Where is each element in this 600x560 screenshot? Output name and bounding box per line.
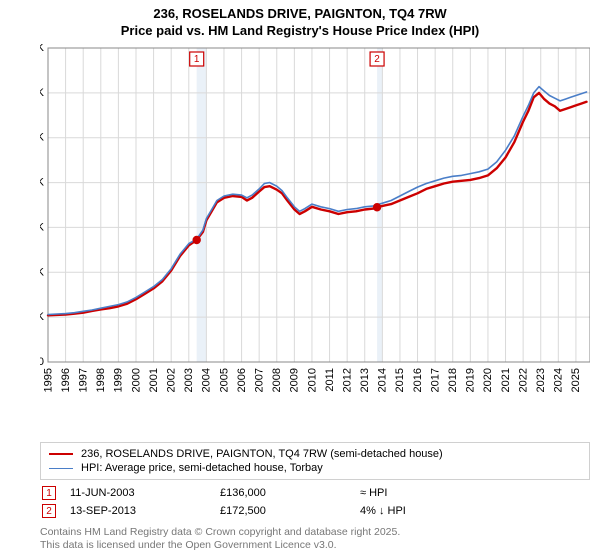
svg-text:£50K: £50K xyxy=(40,311,45,323)
title-block: 236, ROSELANDS DRIVE, PAIGNTON, TQ4 7RW … xyxy=(0,0,600,40)
svg-text:2002: 2002 xyxy=(165,368,177,392)
svg-text:£250K: £250K xyxy=(40,132,45,144)
svg-text:2: 2 xyxy=(374,54,380,65)
sales-row-2: 2 13-SEP-2013 £172,500 4% ↓ HPI xyxy=(40,502,590,520)
svg-text:£0: £0 xyxy=(40,356,44,368)
sale-price-2: £172,500 xyxy=(220,505,360,517)
svg-text:£200K: £200K xyxy=(40,177,45,189)
footnote-line-1: Contains HM Land Registry data © Crown c… xyxy=(40,526,590,539)
svg-text:2021: 2021 xyxy=(500,368,512,392)
chart-area: £0 £50K £100K £150K £200K £250K £300K £350K 1995… xyxy=(40,44,590,404)
svg-text:2020: 2020 xyxy=(482,368,494,392)
title-address: 236, ROSELANDS DRIVE, PAIGNTON, TQ4 7RW xyxy=(0,6,600,23)
legend-box: 236, ROSELANDS DRIVE, PAIGNTON, TQ4 7RW … xyxy=(40,442,590,480)
svg-text:1: 1 xyxy=(194,54,200,65)
svg-text:£100K: £100K xyxy=(40,266,45,278)
svg-text:1998: 1998 xyxy=(95,368,107,392)
svg-text:£350K: £350K xyxy=(40,44,45,54)
svg-text:2006: 2006 xyxy=(236,368,248,392)
sale-date-2: 13-SEP-2013 xyxy=(70,505,220,517)
svg-text:2014: 2014 xyxy=(377,368,389,392)
footnote-line-2: This data is licensed under the Open Gov… xyxy=(40,539,590,552)
svg-text:2017: 2017 xyxy=(429,368,441,392)
svg-text:2011: 2011 xyxy=(324,368,336,392)
svg-text:2008: 2008 xyxy=(271,368,283,392)
chart-svg: £0 £50K £100K £150K £200K £250K £300K £350K 1995… xyxy=(40,44,590,404)
svg-text:2004: 2004 xyxy=(201,368,213,392)
legend-swatch-hpi xyxy=(49,468,73,469)
svg-text:£150K: £150K xyxy=(40,221,45,233)
svg-text:1997: 1997 xyxy=(77,368,89,392)
svg-text:2024: 2024 xyxy=(553,368,565,392)
svg-text:2019: 2019 xyxy=(465,368,477,392)
svg-text:2001: 2001 xyxy=(148,368,160,392)
svg-text:2012: 2012 xyxy=(341,368,353,392)
sale-marker-1: 1 xyxy=(42,486,56,500)
svg-text:2007: 2007 xyxy=(253,368,265,392)
footnote: Contains HM Land Registry data © Crown c… xyxy=(40,526,590,552)
svg-text:2003: 2003 xyxy=(183,368,195,392)
sale-delta-1: ≈ HPI xyxy=(360,487,480,499)
legend-label-hpi: HPI: Average price, semi-detached house,… xyxy=(81,462,323,474)
svg-text:2015: 2015 xyxy=(394,368,406,392)
svg-text:2018: 2018 xyxy=(447,368,459,392)
sale-delta-2: 4% ↓ HPI xyxy=(360,505,480,517)
svg-text:1995: 1995 xyxy=(42,368,54,392)
svg-text:2009: 2009 xyxy=(289,368,301,392)
svg-text:2016: 2016 xyxy=(412,368,424,392)
title-subtitle: Price paid vs. HM Land Registry's House … xyxy=(0,23,600,40)
svg-text:2005: 2005 xyxy=(218,368,230,392)
legend-row-property: 236, ROSELANDS DRIVE, PAIGNTON, TQ4 7RW … xyxy=(49,447,581,461)
sales-table: 1 11-JUN-2003 £136,000 ≈ HPI 2 13-SEP-20… xyxy=(40,484,590,520)
svg-text:2010: 2010 xyxy=(306,368,318,392)
sales-row-1: 1 11-JUN-2003 £136,000 ≈ HPI xyxy=(40,484,590,502)
chart-container: 236, ROSELANDS DRIVE, PAIGNTON, TQ4 7RW … xyxy=(0,0,600,560)
svg-text:2023: 2023 xyxy=(535,368,547,392)
svg-text:2022: 2022 xyxy=(517,368,529,392)
svg-text:2025: 2025 xyxy=(570,368,582,392)
sale-marker-2: 2 xyxy=(42,504,56,518)
sale-price-1: £136,000 xyxy=(220,487,360,499)
svg-text:£300K: £300K xyxy=(40,87,45,99)
sale-date-1: 11-JUN-2003 xyxy=(70,487,220,499)
svg-text:2013: 2013 xyxy=(359,368,371,392)
legend-swatch-property xyxy=(49,453,73,455)
svg-text:1999: 1999 xyxy=(113,368,125,392)
svg-text:2000: 2000 xyxy=(130,368,142,392)
svg-text:1996: 1996 xyxy=(60,368,72,392)
legend-label-property: 236, ROSELANDS DRIVE, PAIGNTON, TQ4 7RW … xyxy=(81,448,443,460)
legend-row-hpi: HPI: Average price, semi-detached house,… xyxy=(49,461,581,475)
